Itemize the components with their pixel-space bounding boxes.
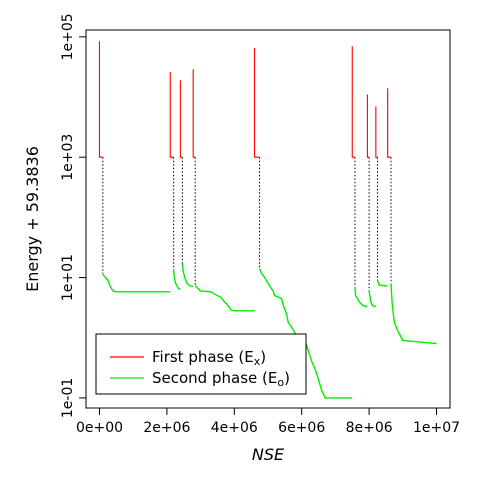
axis-layer: 0e+00 2e+06 4e+06 6e+06 8e+06 1e+07 1e-01 1e+01… [60,13,460,436]
legend-label: First phase (Ex) [152,348,266,368]
y-tick-label: 1e+01 [60,254,76,301]
second-phase-line [390,283,437,345]
second-phase-line [354,286,368,308]
first-phase-line [375,106,378,158]
second-phase-line [181,263,194,287]
second-phase-line [258,268,353,399]
second-phase-line [172,268,181,290]
y-axis-label: Energy + 59.3836 [23,146,42,292]
first-phase-line [351,46,355,158]
legend: First phase (Ex)Second phase (Eo) [95,333,307,395]
y-tick-label: 1e+05 [60,13,76,60]
first-phase-line [192,69,196,158]
plot-frame [85,29,451,409]
x-tick-label: 4e+06 [211,420,258,436]
second-phase-line [102,274,171,293]
first-phase-line [366,94,370,158]
legend-box [95,333,307,395]
x-tick-label: 6e+06 [278,420,325,436]
data-layer [98,41,437,399]
first-phase-line [169,72,174,158]
second-phase-line [194,285,255,312]
first-phase-line [253,48,260,158]
legend-label: Second phase (Eo) [152,369,290,389]
first-phase-line [179,80,183,158]
x-axis-label: NSE [252,445,285,464]
first-phase-line [387,88,392,158]
second-phase-line [376,280,388,287]
x-tick-label: 0e+00 [76,420,123,436]
first-phase-line [98,41,103,158]
x-tick-label: 8e+06 [346,420,393,436]
second-phase-line [368,290,377,308]
x-tick-label: 1e+07 [413,420,460,436]
x-tick-label: 2e+06 [143,420,190,436]
y-tick-label: 1e+03 [60,134,76,181]
y-tick-label: 1e-01 [60,378,76,418]
